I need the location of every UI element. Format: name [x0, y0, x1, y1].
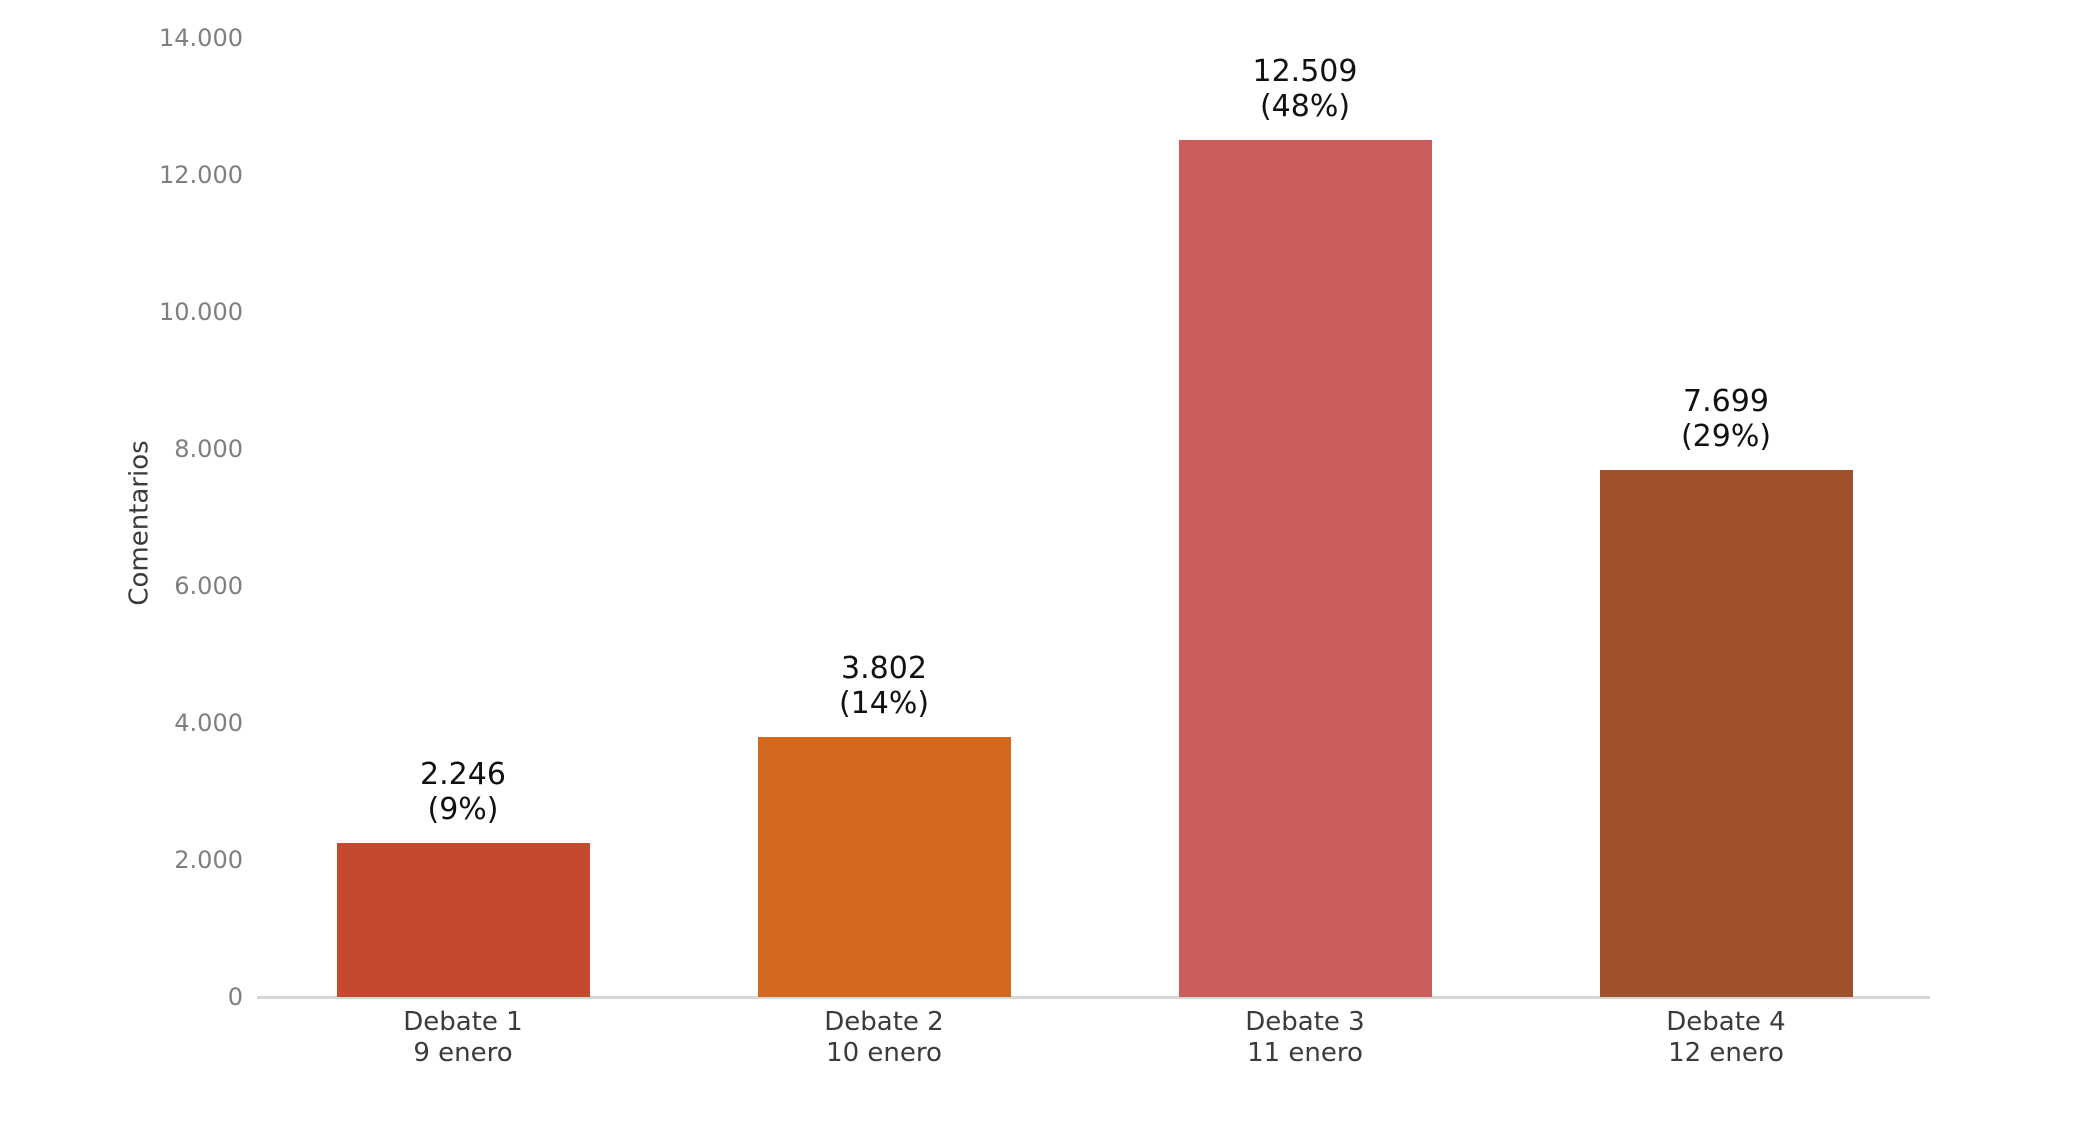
- bar-category-date: 12 enero: [1668, 1038, 1784, 1068]
- y-axis-title: Comentarios: [118, 323, 162, 723]
- x-axis-line: [257, 996, 1930, 999]
- bar-debate-4: [1599, 469, 1853, 997]
- y-tick-label: 8.000: [174, 435, 243, 463]
- bar-value-annotation: 7.699 (29%): [1566, 384, 1886, 454]
- bar-category-name: Debate 4: [1666, 1007, 1786, 1037]
- bar-value-label: 12.509: [1252, 54, 1358, 90]
- y-tick-label: 10.000: [159, 298, 243, 326]
- x-category-label: Debate 3 11 enero: [1145, 1007, 1465, 1069]
- bar-value-label: 3.802: [841, 650, 927, 686]
- bar-debate-2: [757, 736, 1011, 997]
- bar-category-date: 11 enero: [1247, 1038, 1363, 1068]
- y-tick-label: 12.000: [159, 161, 243, 189]
- bar-value-annotation: 12.509 (48%): [1145, 54, 1465, 124]
- bar-category-date: 10 enero: [826, 1038, 942, 1068]
- bar-value-annotation: 3.802 (14%): [724, 651, 1044, 721]
- bar-category-name: Debate 1: [403, 1007, 523, 1037]
- y-tick-label: 2.000: [174, 846, 243, 874]
- x-category-label: Debate 2 10 enero: [724, 1007, 1044, 1069]
- bar-percent-label: (48%): [1259, 89, 1351, 125]
- bar-category-name: Debate 2: [824, 1007, 944, 1037]
- y-tick-label: 0: [227, 983, 243, 1011]
- bar-value-label: 2.246: [420, 757, 506, 793]
- bar-debate-1: [336, 843, 590, 997]
- bar-value-annotation: 2.246 (9%): [303, 757, 623, 827]
- bar-category-date: 9 enero: [413, 1038, 513, 1068]
- y-tick-label: 6.000: [174, 572, 243, 600]
- y-tick-label: 4.000: [174, 709, 243, 737]
- y-tick-label: 14.000: [159, 24, 243, 52]
- bar-percent-label: (9%): [427, 792, 499, 828]
- bar-debate-3: [1178, 140, 1432, 997]
- bar-value-label: 7.699: [1683, 383, 1769, 419]
- bar-percent-label: (29%): [1680, 418, 1772, 454]
- bar-category-name: Debate 3: [1245, 1007, 1365, 1037]
- bar-percent-label: (14%): [838, 685, 930, 721]
- x-category-label: Debate 4 12 enero: [1566, 1007, 1886, 1069]
